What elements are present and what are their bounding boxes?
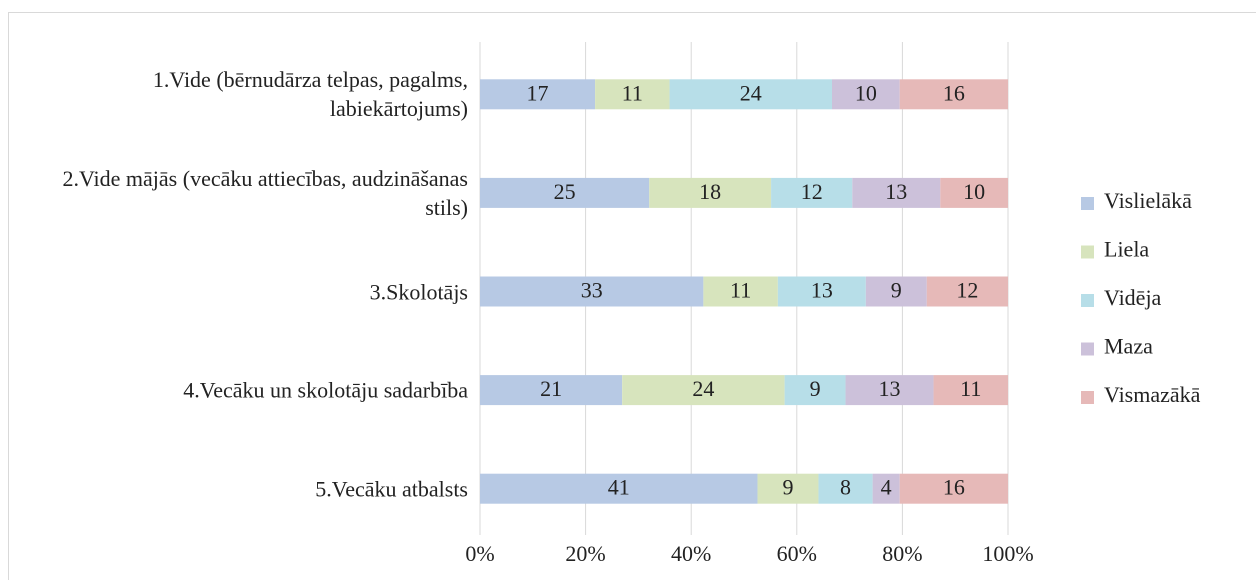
data-label: 25: [554, 179, 576, 204]
data-label: 16: [943, 80, 965, 105]
bar-segment: [940, 177, 1008, 208]
bar-segment: [595, 79, 670, 110]
bar-segment: [771, 177, 853, 208]
data-label: 12: [956, 278, 978, 303]
data-label: 4: [881, 475, 892, 500]
bar-segment: [852, 177, 941, 208]
x-tick-label: 0%: [465, 541, 494, 566]
data-label: 12: [801, 179, 823, 204]
y-tick-label: 4.Vecāku un skolotāju sadarbība: [183, 377, 468, 403]
data-label: 10: [963, 179, 985, 204]
bar-segment: [926, 276, 1008, 307]
bar-segment: [777, 276, 866, 307]
bar-segment: [669, 79, 832, 110]
data-label: 9: [891, 278, 902, 303]
y-tick-label: 3.Skolotājs: [369, 279, 468, 304]
data-label: 24: [692, 376, 714, 401]
data-label: 41: [608, 475, 630, 500]
data-label: 11: [622, 80, 643, 105]
legend-label: Vidēja: [1104, 285, 1162, 310]
legend-swatch: [1081, 294, 1094, 307]
x-tick-label: 60%: [777, 541, 817, 566]
bar-segment: [865, 276, 927, 307]
legend-swatch: [1081, 245, 1094, 259]
bar-segment: [649, 177, 772, 208]
legend-label: Maza: [1104, 334, 1153, 359]
legend-swatch: [1081, 391, 1094, 404]
bar-segment: [480, 473, 758, 504]
bar-segment: [845, 375, 934, 406]
bar-segment: [899, 473, 1008, 504]
data-label: 16: [943, 475, 965, 500]
bar-segment: [757, 473, 819, 504]
data-label: 10: [855, 80, 877, 105]
bar-segment: [480, 177, 650, 208]
legend-swatch: [1081, 342, 1094, 356]
bar-segment: [703, 276, 778, 307]
x-tick-label: 40%: [671, 541, 711, 566]
legend-label: Liela: [1104, 237, 1149, 262]
bar-segment: [933, 375, 1008, 406]
bar-segment: [899, 79, 1008, 110]
data-label: 9: [810, 376, 821, 401]
data-label: 11: [960, 376, 981, 401]
legend-swatch: [1081, 197, 1094, 210]
data-label: 18: [699, 179, 721, 204]
x-tick-label: 80%: [882, 541, 922, 566]
y-tick-label: 2.Vide mājās (vecāku attiecības, audzinā…: [62, 165, 468, 220]
data-label: 13: [879, 376, 901, 401]
x-tick-label: 100%: [982, 541, 1033, 566]
data-label: 13: [811, 278, 833, 303]
data-label: 11: [730, 278, 751, 303]
data-label: 24: [740, 80, 762, 105]
legend-label: Vismazākā: [1104, 382, 1201, 407]
data-label: 9: [783, 475, 794, 500]
y-tick-label: 5.Vecāku atbalsts: [315, 476, 468, 502]
legend-label: Vislielākā: [1104, 188, 1192, 213]
data-label: 17: [527, 80, 549, 105]
x-tick-label: 20%: [565, 541, 605, 566]
bar-segment: [832, 79, 900, 110]
bar-segment: [872, 473, 900, 504]
y-tick-label: 1.Vide (bērnudārza telpas, pagalms, labi…: [152, 67, 468, 122]
bar-segment: [784, 375, 846, 406]
data-label: 33: [581, 278, 603, 303]
bar-segment: [818, 473, 873, 504]
bar-segment: [480, 79, 596, 110]
chart-border: [8, 12, 1256, 580]
bar-segment: [622, 375, 785, 406]
bar-segment: [480, 375, 623, 406]
bar-segment: [480, 276, 704, 307]
data-label: 21: [540, 376, 562, 401]
data-label: 8: [840, 475, 851, 500]
data-label: 13: [885, 179, 907, 204]
